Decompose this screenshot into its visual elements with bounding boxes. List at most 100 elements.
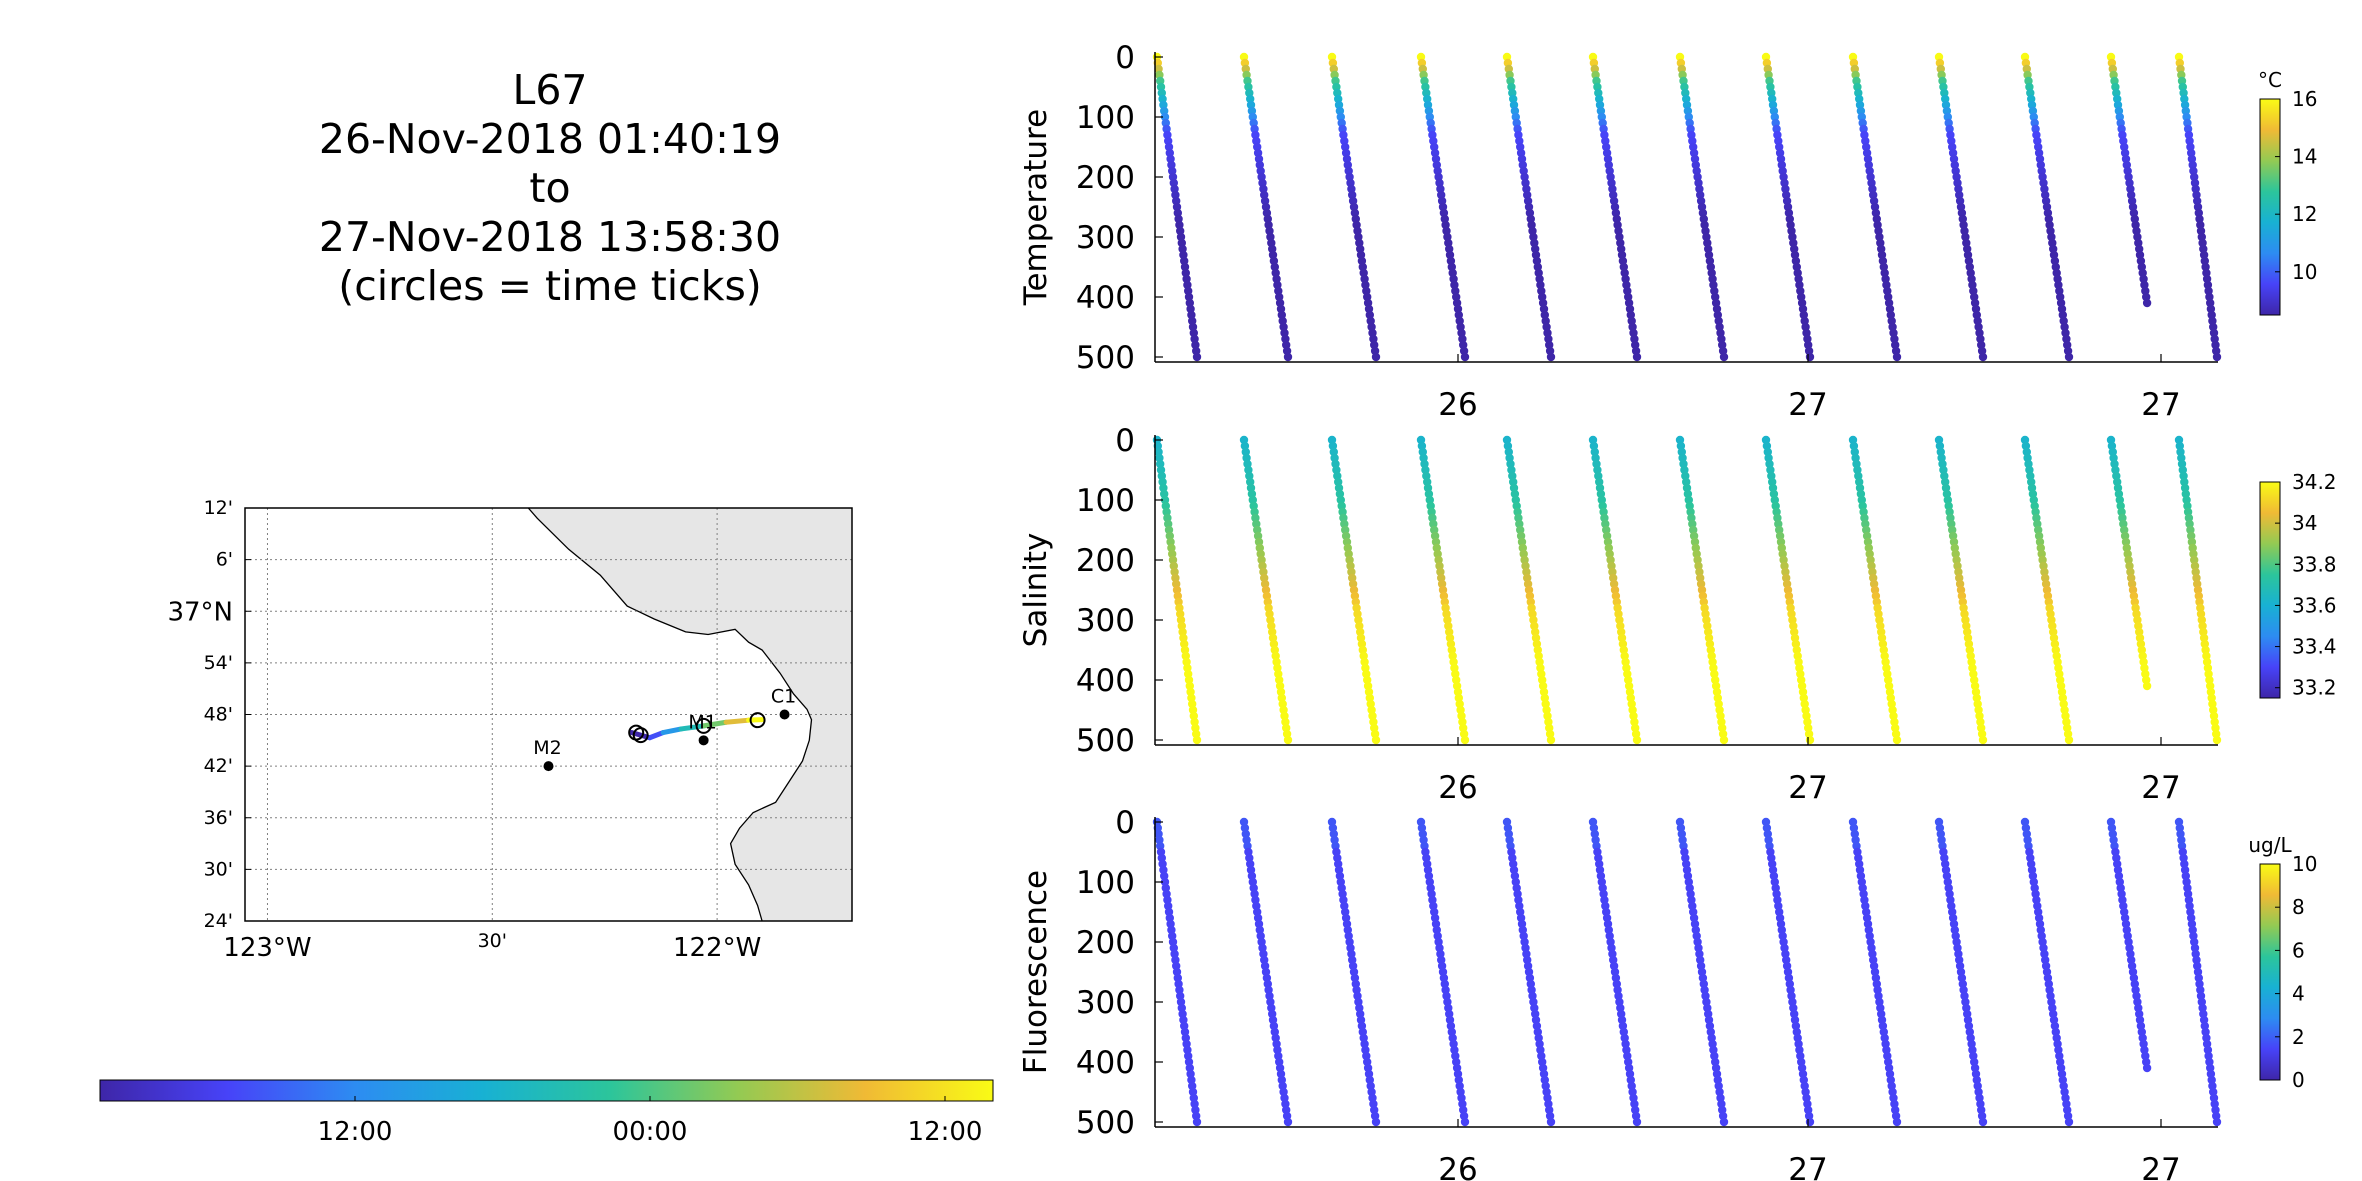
time-colorbar-label: 12:00: [318, 1117, 393, 1147]
profile-point: [2064, 735, 2074, 745]
x-tick-label: 27: [1788, 1152, 1827, 1181]
colorbar: [2259, 98, 2281, 316]
profile-point: [1283, 735, 1293, 745]
map-lat-tick: 24': [204, 910, 233, 932]
map-lon-tick: 122°W: [673, 933, 761, 963]
time-tick-circle: [695, 717, 712, 734]
profile-point: [1719, 735, 1729, 745]
y-axis-label: Temperature: [1018, 109, 1054, 306]
colorbar-tick-label: 10: [2292, 852, 2317, 876]
profile-point: [1805, 352, 1815, 362]
coastline: [527, 507, 813, 922]
title-line: L67: [512, 66, 588, 114]
profile-point: [1892, 735, 1902, 745]
map-lat-tick: 36': [204, 807, 233, 829]
colorbar-unit: °C: [2258, 68, 2282, 92]
profile-point: [1546, 352, 1556, 362]
map-lat-tick: 42': [204, 755, 233, 777]
profile-point: [1192, 1117, 1202, 1127]
colorbar-tick-label: 33.8: [2292, 552, 2337, 576]
profile-point: [1460, 735, 1470, 745]
profile-point: [1192, 735, 1202, 745]
profile-point: [1460, 352, 1470, 362]
y-axis-label: Salinity: [1018, 533, 1054, 648]
track-segment: [701, 719, 729, 729]
x-tick-label: 27: [2141, 1152, 2180, 1181]
x-tick-label: 27: [1788, 770, 1827, 806]
chart-panel-fluorescence: 0 100 200 300 400 500 26 27 27 Fluorescence 0 2 4 6 8 1…: [1018, 805, 2317, 1181]
title-line: to: [529, 164, 571, 212]
map-frame: [244, 507, 853, 922]
profile-point: [1892, 1117, 1902, 1127]
profile-point: [1632, 735, 1642, 745]
station-label: C1: [771, 686, 796, 708]
x-tick-label: 27: [1788, 387, 1827, 423]
colorbar-tick-label: 34.2: [2292, 470, 2337, 494]
colorbar: [2259, 481, 2281, 699]
profile-point: [2212, 735, 2222, 745]
title-line: (circles = time ticks): [338, 262, 762, 310]
y-tick-label: 100: [1076, 483, 1135, 519]
x-tick-label: 26: [1438, 770, 1477, 806]
profile-point: [2064, 1117, 2074, 1127]
time-tick-circle: [632, 727, 649, 744]
map-lon-tick: 30': [478, 930, 507, 952]
time-colorbar-label: 00:00: [613, 1117, 688, 1147]
profile-point: [1632, 1117, 1642, 1127]
y-tick-label: 400: [1076, 1045, 1135, 1081]
map-panel: 24' 30' 36' 42' 48' 54' 37°N 6' 12' 123°W 30' 122°W…: [167, 497, 853, 963]
colorbar-tick-label: 16: [2292, 87, 2317, 111]
colorbar-tick-label: 8: [2292, 895, 2305, 919]
profile-point: [1460, 1117, 1470, 1127]
time-colorbar: [99, 1079, 994, 1102]
y-tick-label: 300: [1076, 603, 1135, 639]
y-axis-label: Fluorescence: [1018, 870, 1054, 1074]
colorbar-tick-label: 4: [2292, 982, 2305, 1006]
station-label: M1: [688, 711, 716, 733]
profile-point: [2142, 681, 2152, 691]
y-tick-label: 100: [1076, 865, 1135, 901]
colorbar-tick-label: 34: [2292, 511, 2317, 535]
y-tick-label: 400: [1076, 663, 1135, 699]
colorbar-tick-label: 33.4: [2292, 635, 2337, 659]
track-segment: [660, 726, 684, 736]
chart-panel-temperature: 0 100 200 300 400 500 26 27 27 Temperature 10 12 14 1…: [1018, 40, 2317, 423]
profile-point: [1978, 735, 1988, 745]
time-colorbar-label: 12:00: [908, 1117, 983, 1147]
station-label: M2: [533, 737, 561, 759]
chart-panel-salinity: 0 100 200 300 400 500 26 27 27 Salinity 33.2 33.4 33…: [1018, 423, 2337, 806]
y-tick-label: 500: [1076, 340, 1135, 376]
map-lon-tick: 123°W: [223, 933, 311, 963]
profile-point: [2064, 352, 2074, 362]
profile-point: [2212, 1117, 2222, 1127]
colorbar-tick-label: 6: [2292, 938, 2305, 962]
profile-point: [1546, 735, 1556, 745]
profile-point: [1371, 352, 1381, 362]
profile-point: [1978, 1117, 1988, 1127]
y-tick-label: 300: [1076, 985, 1135, 1021]
x-tick-label: 27: [2141, 387, 2180, 423]
y-tick-label: 200: [1076, 160, 1135, 196]
profile-point: [1192, 352, 1202, 362]
colorbar-unit: ug/L: [2248, 833, 2292, 857]
y-tick-label: 400: [1076, 280, 1135, 316]
y-tick-label: 500: [1076, 1105, 1135, 1141]
y-tick-label: 0: [1115, 40, 1135, 76]
track-segment: [723, 717, 752, 725]
x-tick-label: 27: [2141, 770, 2180, 806]
title-line: 27-Nov-2018 13:58:30: [318, 213, 782, 261]
colorbar: [2259, 863, 2281, 1081]
station-marker: [543, 761, 554, 772]
profile-point: [1805, 735, 1815, 745]
x-tick-label: 26: [1438, 387, 1477, 423]
profile-point: [1892, 352, 1902, 362]
colorbar-tick-label: 2: [2292, 1025, 2305, 1049]
station-marker: [698, 735, 709, 746]
y-tick-label: 200: [1076, 543, 1135, 579]
profile-point: [1371, 735, 1381, 745]
map-lat-tick: 30': [204, 858, 233, 880]
colorbar-tick-label: 14: [2292, 145, 2317, 169]
title-line: 26-Nov-2018 01:40:19: [318, 115, 782, 163]
y-tick-label: 100: [1076, 100, 1135, 136]
